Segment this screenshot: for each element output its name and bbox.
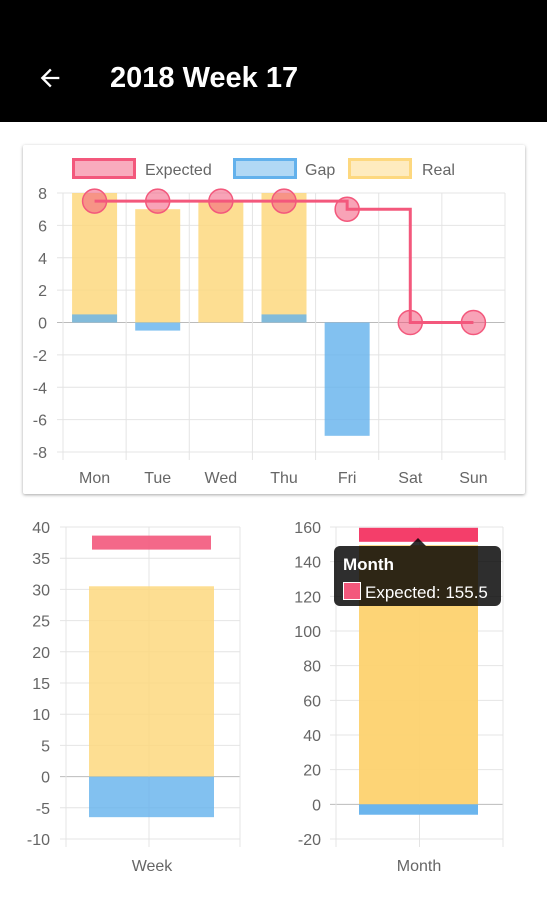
arrow-left-icon[interactable] — [36, 64, 64, 92]
daily-y-tick-label: -2 — [33, 348, 47, 365]
week-y-tick-label: 15 — [32, 676, 50, 693]
daily-x-tick-label: Sun — [459, 470, 487, 487]
daily-x-tick-label: Tue — [144, 470, 171, 487]
daily-x-tick-label: Wed — [205, 470, 238, 487]
tooltip-label: Expected: 155.5 — [365, 583, 488, 602]
week-y-tick-label: 40 — [32, 520, 50, 537]
daily-expected-point — [397, 309, 424, 336]
month-y-tick-label: 0 — [312, 797, 321, 814]
month-y-tick-label: 40 — [303, 728, 321, 745]
daily-y-tick-label: 8 — [38, 186, 47, 203]
daily-expected-point — [460, 309, 487, 336]
legend-label: Expected — [145, 162, 212, 179]
daily-gap-bar — [72, 314, 118, 323]
month-y-tick-label: 60 — [303, 693, 321, 710]
tooltip-caret — [410, 538, 426, 546]
daily-gap-bar — [324, 322, 370, 436]
legend-swatch — [348, 158, 412, 179]
month-y-tick-label: 100 — [294, 624, 321, 641]
daily-y-tick-label: 6 — [38, 218, 47, 235]
week-y-tick-label: 0 — [41, 770, 50, 787]
week-y-tick-label: 10 — [32, 707, 50, 724]
daily-expected-point — [334, 196, 360, 222]
month-y-tick-label: 120 — [294, 589, 321, 606]
tooltip-title: Month — [343, 555, 394, 574]
daily-y-tick-label: -6 — [33, 413, 47, 430]
daily-real-bar — [261, 193, 307, 323]
daily-y-tick-label: 2 — [38, 283, 47, 300]
daily-real-bar — [135, 209, 181, 323]
daily-x-tick-label: Sat — [398, 470, 423, 487]
daily-y-tick-label: -4 — [33, 380, 47, 397]
tooltip-box — [334, 546, 501, 606]
daily-gap-bar — [261, 314, 307, 323]
month-y-tick-label: 80 — [303, 659, 321, 676]
week-y-tick-label: 25 — [32, 614, 50, 631]
daily-expected-point — [208, 188, 234, 214]
daily-expected-point — [144, 188, 171, 214]
daily-x-tick-label: Thu — [270, 470, 298, 487]
daily-x-tick-label: Fri — [338, 470, 357, 487]
daily-real-bar — [198, 201, 244, 323]
daily-y-tick-label: 4 — [38, 251, 47, 268]
week-y-tick-label: -10 — [27, 832, 50, 849]
daily-expected-point — [81, 188, 108, 214]
page-title: 2018 Week 17 — [110, 62, 299, 94]
month-y-tick-label: -20 — [298, 832, 321, 849]
legend-swatch — [72, 158, 136, 179]
week-y-tick-label: 35 — [32, 551, 50, 568]
week-real-bar — [89, 586, 214, 777]
daily-x-tick-label: Mon — [79, 470, 110, 487]
daily-y-tick-label: -8 — [33, 445, 47, 462]
app-bar: 2018 Week 17 — [0, 0, 547, 122]
legend-label: Real — [422, 162, 455, 179]
month-gap-bar — [359, 804, 478, 815]
week-y-tick-label: -5 — [36, 801, 50, 818]
week-x-tick-label: Week — [132, 858, 174, 875]
legend-label: Gap — [305, 162, 335, 179]
week-expected-marker — [92, 535, 211, 550]
legend-swatch — [233, 158, 297, 179]
month-expected-marker — [359, 527, 478, 542]
month-y-tick-label: 20 — [303, 763, 321, 780]
week-gap-bar — [89, 776, 214, 818]
week-y-tick-label: 30 — [32, 582, 50, 599]
month-y-tick-label: 140 — [294, 555, 321, 572]
daily-y-tick-label: 0 — [38, 316, 47, 333]
month-x-tick-label: Month — [397, 858, 441, 875]
daily-expected-point — [271, 188, 297, 214]
daily-gap-bar — [135, 322, 181, 331]
month-y-tick-label: 160 — [294, 520, 321, 537]
daily-real-bar — [72, 193, 118, 323]
week-y-tick-label: 20 — [32, 645, 50, 662]
week-y-tick-label: 5 — [41, 738, 50, 755]
tooltip-swatch — [343, 582, 361, 600]
